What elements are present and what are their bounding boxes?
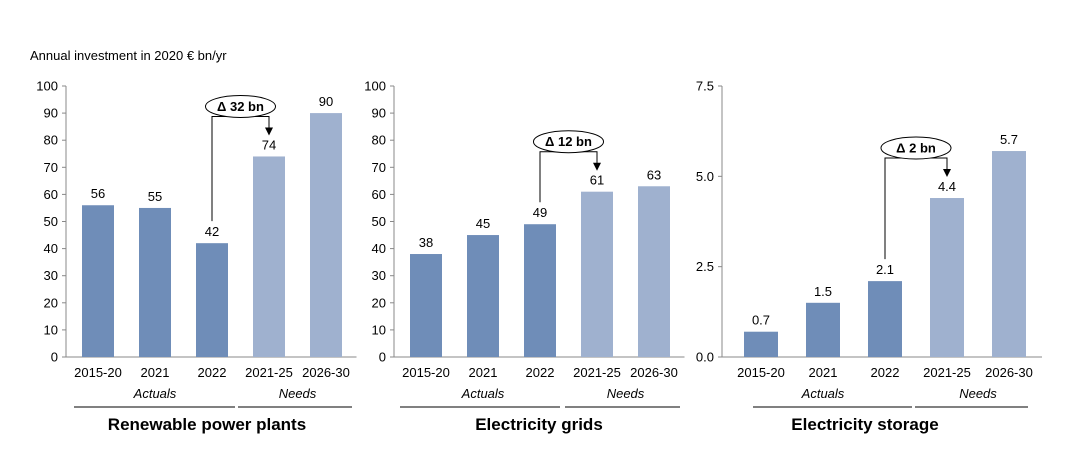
bar-2021 [139,207,171,357]
y-tick-label: 70 [44,160,58,175]
bar-2021 [467,235,499,357]
x-tick-label: 2021 [141,365,170,380]
data-label: 49 [533,205,547,220]
y-tick-label: 90 [44,106,58,121]
data-label: 5.7 [1000,132,1018,147]
group-label: Needs [959,386,997,401]
y-tick-label: 30 [372,268,386,283]
chart-title: Renewable power plants [108,415,306,434]
bar-2026-30 [992,151,1026,357]
group-label: Needs [279,386,317,401]
x-tick-label: 2021 [809,365,838,380]
delta-arrowhead [265,127,273,136]
data-label: 45 [476,216,490,231]
bar-2026-30 [310,113,342,357]
x-tick-label: 2026-30 [985,365,1033,380]
y-tick-label: 100 [36,79,58,94]
delta-oval [533,130,604,154]
data-label: 38 [419,235,433,250]
data-label: 42 [205,224,219,239]
y-tick-label: 100 [364,79,386,94]
bar-2015-20 [744,331,778,357]
y-tick-label: 60 [372,187,386,202]
y-tick-label: 2.5 [696,259,714,274]
bar-2021 [806,302,840,357]
group-label: Actuals [801,386,845,401]
delta-label: Δ 32 bn [217,99,264,114]
x-tick-label: 2021 [469,365,498,380]
y-tick-label: 20 [44,295,58,310]
y-tick-label: 80 [44,133,58,148]
bar-2015-20 [410,254,442,357]
y-tick-label: 7.5 [696,79,714,94]
y-tick-label: 0.0 [696,350,714,365]
bar-2021-25 [253,156,285,357]
chart-title: Electricity storage [791,415,938,434]
chart-title: Electricity grids [475,415,603,434]
y-tick-label: 80 [372,133,386,148]
y-tick-label: 90 [372,106,386,121]
y-tick-label: 40 [372,241,386,256]
y-tick-label: 60 [44,187,58,202]
y-tick-label: 70 [372,160,386,175]
bar-2021-25 [930,198,964,357]
delta-oval [880,136,952,160]
x-tick-label: 2021-25 [923,365,971,380]
y-tick-label: 20 [372,295,386,310]
bar-2022 [868,281,902,357]
data-label: 2.1 [876,262,894,277]
x-tick-label: 2015-20 [737,365,785,380]
data-label: 63 [647,167,661,182]
bar-2015-20 [82,205,114,357]
bar-2022 [524,224,556,357]
group-label: Needs [607,386,645,401]
data-label: 61 [590,173,604,188]
data-label: 90 [319,94,333,109]
y-tick-label: 40 [44,241,58,256]
x-tick-label: 2015-20 [74,365,122,380]
x-tick-label: 2022 [198,365,227,380]
y-tick-label: 50 [372,214,386,229]
delta-oval [205,94,276,118]
x-tick-label: 2021-25 [245,365,293,380]
group-label: Actuals [461,386,505,401]
y-tick-label: 0 [379,350,386,365]
y-tick-label: 5.0 [696,169,714,184]
x-tick-label: 2026-30 [630,365,678,380]
chart-panel-2: 0 10 20 30 40 50 60 70 80 90 100 38 2015-20 45 2021 49 2… [364,79,685,434]
x-tick-label: 2026-30 [302,365,350,380]
delta-arrowhead [593,162,601,171]
bar-2021-25 [581,191,613,357]
delta-arrowhead [943,169,951,178]
chart-panel-3: 0.0 2.5 5.0 7.5 0.7 2015-20 1.5 2021 2.1 2022 4.4 2… [696,79,1042,434]
y-tick-label: 0 [51,350,58,365]
delta-label: Δ 2 bn [896,141,936,156]
unit-label: Annual investment in 2020 € bn/yr [30,48,227,63]
delta-label: Δ 12 bn [545,134,592,149]
data-label: 0.7 [752,313,770,328]
y-tick-label: 10 [372,322,386,337]
data-label: 4.4 [938,179,956,194]
data-label: 55 [148,189,162,204]
data-label: 1.5 [814,284,832,299]
bar-2026-30 [638,186,670,357]
x-tick-label: 2021-25 [573,365,621,380]
y-tick-label: 10 [44,322,58,337]
x-tick-label: 2015-20 [402,365,450,380]
y-tick-label: 50 [44,214,58,229]
x-tick-label: 2022 [526,365,555,380]
bar-2022 [196,243,228,357]
y-tick-label: 30 [44,268,58,283]
group-label: Actuals [133,386,177,401]
data-label: 56 [91,186,105,201]
x-tick-label: 2022 [871,365,900,380]
chart-panel-1: 0 10 20 30 40 50 60 70 80 90 100 56 2015-20 55 2021 42 2… [36,79,357,434]
data-label: 74 [262,137,276,152]
